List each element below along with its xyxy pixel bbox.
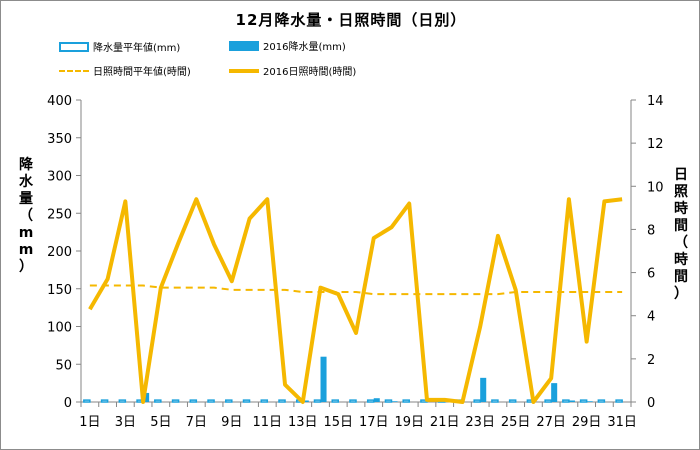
y-axis-title-right: 日照時間（時間） bbox=[674, 167, 688, 302]
legend-item-rain-2016: 2016降水量(mm) bbox=[229, 38, 346, 53]
bar-rain-normal bbox=[100, 399, 109, 403]
y-tick-label-left: 350 bbox=[47, 132, 72, 147]
bar-rain-normal bbox=[260, 399, 269, 403]
bar-rain-2016 bbox=[302, 400, 309, 402]
legend-label-rain-2016: 2016降水量(mm) bbox=[263, 42, 346, 53]
line-sunshine-normal bbox=[89, 284, 623, 296]
y-tick-label-right: 14 bbox=[647, 94, 664, 109]
line-sunshine-2016 bbox=[88, 197, 623, 404]
bar-rain-2016 bbox=[373, 398, 380, 402]
y-tick-label-right: 10 bbox=[647, 180, 664, 195]
bar-rain-normal bbox=[491, 399, 499, 403]
legend-swatch-rain-2016 bbox=[229, 40, 259, 51]
x-tick-label: 3日 bbox=[115, 415, 136, 430]
x-tick-label: 21日 bbox=[430, 415, 460, 430]
x-tick-label: 27日 bbox=[536, 415, 566, 430]
bar-rain-normal bbox=[331, 399, 340, 403]
legend-swatch-sun-2016 bbox=[229, 68, 259, 73]
bar-rain-normal bbox=[349, 399, 357, 403]
y-tick-label-left: 150 bbox=[47, 283, 72, 298]
y-tick-label-right: 4 bbox=[647, 310, 655, 325]
bar-rain-normal bbox=[189, 399, 198, 403]
bar-rain-normal bbox=[207, 399, 215, 403]
bar-rain-normal bbox=[225, 399, 233, 403]
bar-rain-normal bbox=[402, 399, 410, 403]
bar-rain-normal bbox=[366, 399, 375, 403]
bar-rain-2016 bbox=[480, 377, 487, 402]
bar-rain-2016 bbox=[320, 356, 327, 402]
x-tick-label: 1日 bbox=[79, 415, 100, 430]
y-tick-label-right: 6 bbox=[647, 267, 655, 282]
bar-rain-normal bbox=[544, 399, 552, 403]
x-tick-label: 11日 bbox=[253, 415, 283, 430]
bar-rain-normal bbox=[242, 399, 251, 403]
bar-rain-normal bbox=[118, 399, 127, 403]
x-tick-label: 5日 bbox=[150, 415, 171, 430]
legend-label-sun-2016: 2016日照時間(時間) bbox=[263, 67, 357, 78]
x-tick-label: 15日 bbox=[323, 415, 353, 430]
bar-rain-2016 bbox=[391, 401, 398, 402]
x-tick-label: 17日 bbox=[359, 415, 389, 430]
x-tick-label: 9日 bbox=[221, 415, 242, 430]
bar-rain-normal bbox=[83, 399, 91, 403]
y-tick-label-left: 250 bbox=[47, 207, 72, 222]
y-tick-label-left: 50 bbox=[55, 358, 72, 373]
y-tick-label-left: 300 bbox=[47, 170, 72, 185]
legend-item-sun-2016: 2016日照時間(時間) bbox=[229, 63, 356, 78]
x-tick-label: 13日 bbox=[288, 415, 318, 430]
legend-label-sun-normal: 日照時間平年値(時間) bbox=[93, 67, 191, 78]
bar-rain-normal bbox=[384, 399, 393, 403]
y-tick-label-right: 0 bbox=[647, 396, 655, 411]
x-tick-label: 25日 bbox=[501, 415, 531, 430]
legend-label-rain-normal: 降水量平年値(mm) bbox=[93, 43, 181, 54]
x-tick-label: 31日 bbox=[607, 415, 637, 430]
legend-swatch-rain-normal bbox=[59, 41, 89, 52]
y-axis-title-left: 降水量（m m） bbox=[18, 157, 34, 275]
chart-title: 12月降水量・日照時間（日別） bbox=[235, 11, 467, 29]
x-tick-label: 23日 bbox=[465, 415, 495, 430]
bar-rain-2016 bbox=[551, 383, 558, 402]
y-tick-label-left: 0 bbox=[64, 396, 72, 411]
bar-rain-normal bbox=[171, 399, 180, 403]
bar-rain-normal bbox=[313, 399, 322, 403]
legend-item-rain-normal: 降水量平年値(mm) bbox=[59, 39, 180, 54]
bar-rain-normal bbox=[154, 399, 162, 403]
x-tick-label: 19日 bbox=[394, 415, 424, 430]
bar-rain-2016 bbox=[586, 401, 593, 402]
bar-rain-normal bbox=[562, 399, 570, 403]
bar-rain-normal bbox=[473, 399, 481, 403]
bar-rain-normal bbox=[508, 399, 517, 403]
x-tick-label: 29日 bbox=[572, 415, 602, 430]
y-tick-label-right: 12 bbox=[647, 137, 664, 152]
y-tick-label-left: 400 bbox=[47, 94, 72, 109]
y-tick-label-right: 8 bbox=[647, 223, 655, 238]
y-tick-label-left: 200 bbox=[47, 245, 72, 260]
y-tick-label-left: 100 bbox=[47, 321, 72, 336]
x-tick-label: 7日 bbox=[186, 415, 207, 430]
bar-rain-normal bbox=[579, 399, 588, 403]
bar-rain-2016 bbox=[568, 400, 575, 402]
bar-rain-normal bbox=[597, 399, 606, 403]
bar-rain-normal bbox=[615, 399, 623, 403]
legend-swatch-sun-normal bbox=[59, 69, 89, 72]
legend-item-sun-normal: 日照時間平年値(時間) bbox=[59, 63, 191, 78]
y-tick-label-right: 2 bbox=[647, 353, 655, 368]
bar-rain-2016 bbox=[143, 392, 150, 402]
bar-rain-normal bbox=[278, 399, 286, 403]
